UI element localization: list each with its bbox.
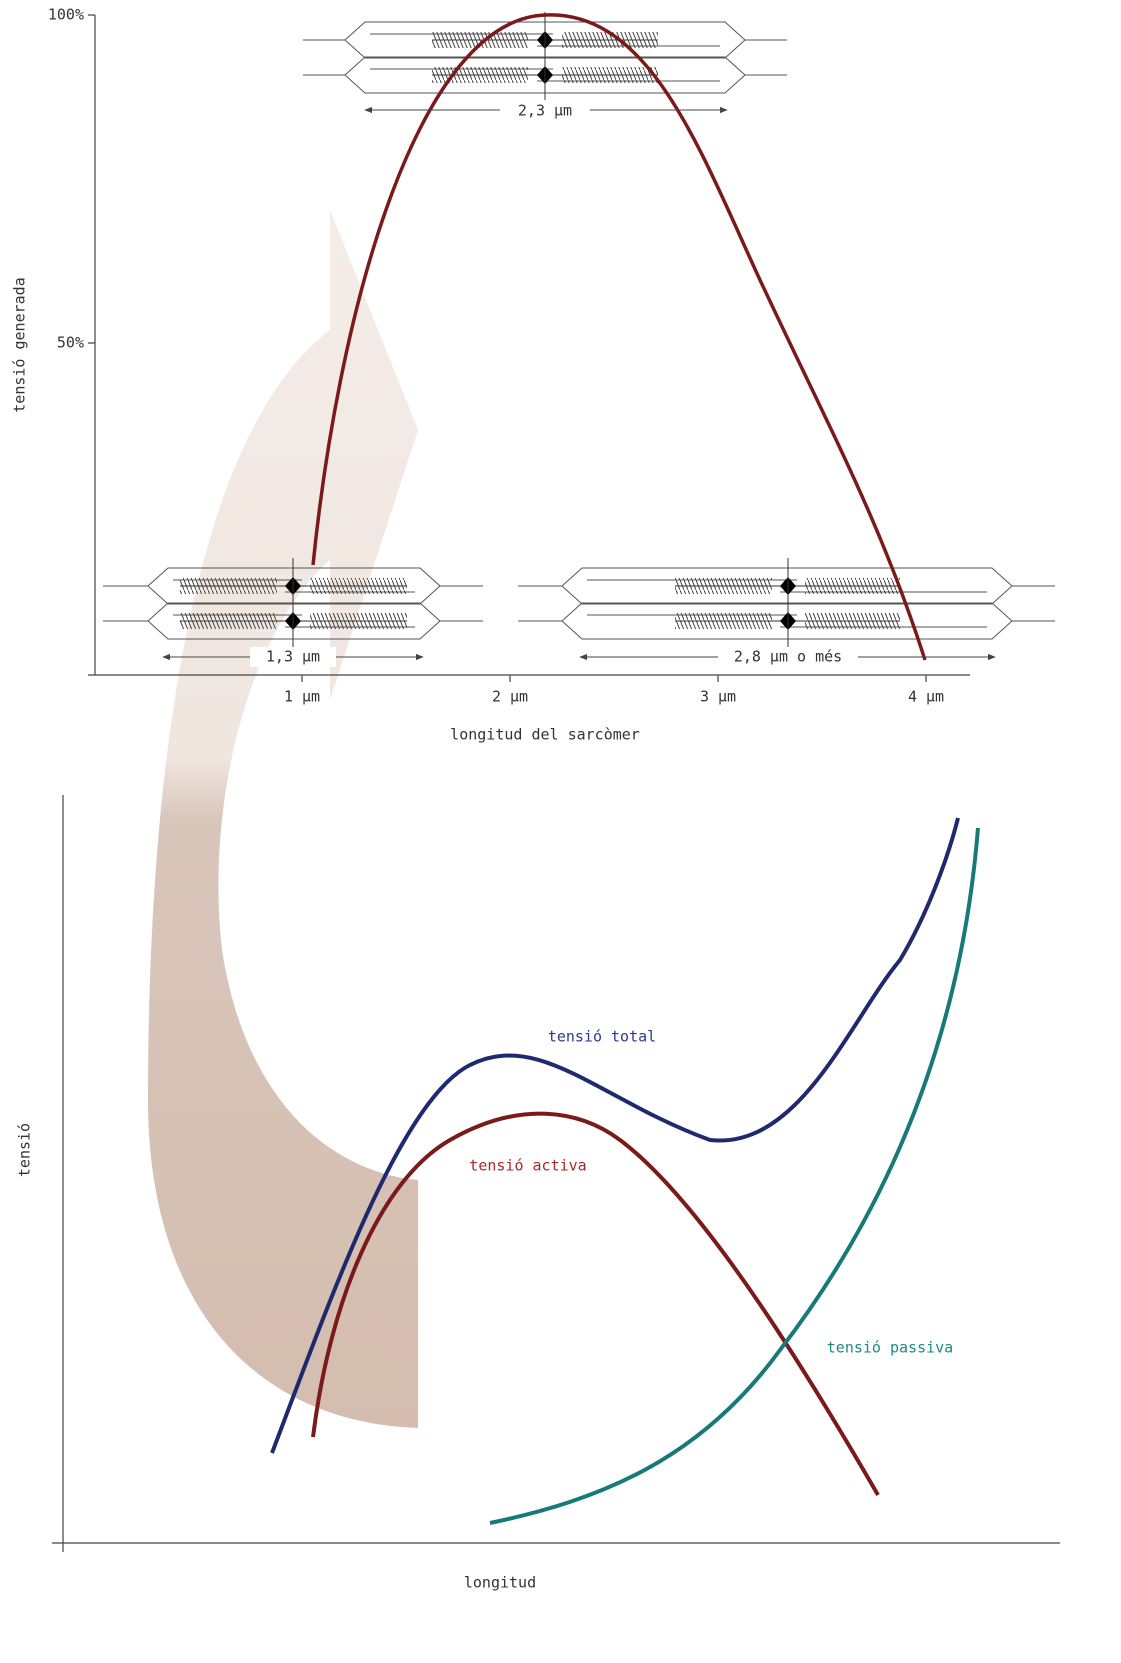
- sarcomere-length: 2,8 µm o més: [734, 648, 842, 666]
- diagram: 100% 50% 1 µm 2 µm 3 µm 4 µm longitud de…: [0, 0, 1121, 1663]
- x-axis-label: longitud del sarcòmer: [450, 726, 640, 744]
- sarcomere-length: 1,3 µm: [266, 648, 320, 666]
- x-tick-label: 3 µm: [700, 688, 736, 706]
- x-tick-label: 1 µm: [284, 688, 320, 706]
- curve-label: tensió total: [548, 1028, 656, 1046]
- x-axis-label: longitud: [464, 1574, 536, 1592]
- y-tick-label: 100%: [48, 6, 84, 24]
- x-tick-label: 2 µm: [492, 688, 528, 706]
- passive-curve: [490, 828, 978, 1523]
- top-chart: 100% 50% 1 µm 2 µm 3 µm 4 µm longitud de…: [11, 6, 1056, 744]
- y-axis: [88, 15, 95, 675]
- tension-curve: [313, 15, 925, 660]
- y-axis-label: tensió: [16, 1123, 34, 1177]
- sarcomere-length: 2,3 µm: [518, 102, 572, 120]
- curve-label: tensió passiva: [827, 1339, 953, 1357]
- curve-label: tensió activa: [469, 1157, 586, 1175]
- x-tick-label: 4 µm: [908, 688, 944, 706]
- transition-arrow: [148, 210, 418, 1428]
- y-axis-label: tensió generada: [11, 277, 29, 412]
- y-tick-label: 50%: [57, 334, 84, 352]
